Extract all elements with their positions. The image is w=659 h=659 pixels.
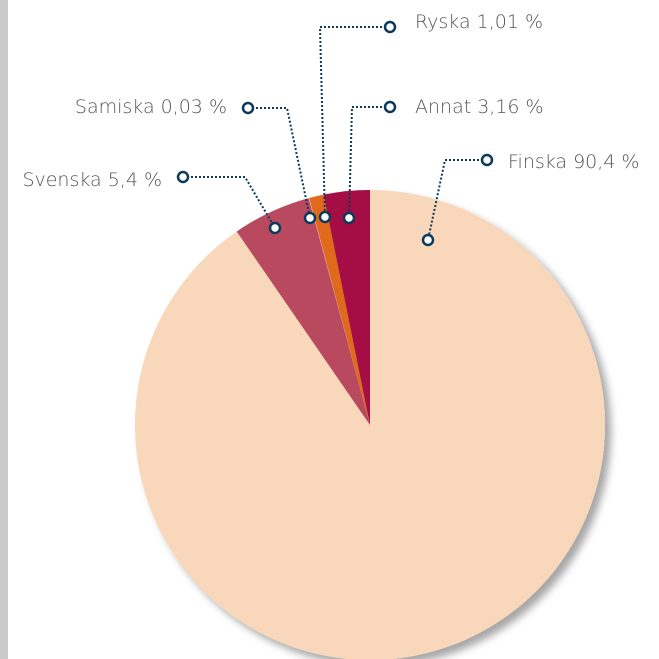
- slice-value: 0,03 %: [161, 96, 227, 118]
- side-border: [0, 0, 8, 659]
- slice-value: 90,4 %: [573, 151, 639, 173]
- marker: [480, 153, 494, 167]
- marker: [303, 211, 317, 225]
- marker: [421, 233, 435, 247]
- pie-slice: [236, 198, 370, 425]
- slice-label: Samiska 0,03 %: [75, 96, 227, 118]
- slice-name: Ryska: [415, 11, 471, 33]
- slice-value: 5,4 %: [108, 169, 162, 191]
- marker: [176, 170, 190, 184]
- slice-name: Samiska: [75, 96, 155, 118]
- pie-slice: [323, 190, 370, 425]
- marker: [318, 210, 332, 224]
- slice-label: Svenska 5,4 %: [22, 169, 162, 191]
- leader-line: [318, 26, 390, 218]
- marker: [342, 211, 356, 225]
- pie-slice: [135, 190, 605, 659]
- marker: [241, 101, 255, 115]
- slice-name: Finska: [508, 151, 567, 173]
- slice-label: Ryska 1,01 %: [415, 11, 543, 33]
- slice-label: Annat 3,16 %: [415, 96, 544, 118]
- leaders: [176, 20, 494, 247]
- leader-line: [427, 159, 487, 241]
- slice-label: Finska 90,4 %: [508, 151, 639, 173]
- leader-line: [348, 106, 390, 219]
- slice-value: 1,01 %: [477, 11, 543, 33]
- marker: [383, 100, 397, 114]
- marker: [383, 20, 397, 34]
- slice-value: 3,16 %: [477, 96, 543, 118]
- pie-slice: [308, 198, 370, 425]
- slice-name: Annat: [415, 96, 471, 118]
- pie-slice: [309, 194, 370, 425]
- marker: [268, 221, 282, 235]
- pie: [135, 190, 605, 659]
- labels: Finska 90,4 % Svenska 5,4 % Samiska 0,03 % Rys…: [22, 11, 639, 191]
- leader-line: [248, 107, 311, 219]
- leader-line: [183, 176, 276, 229]
- slice-name: Svenska: [22, 169, 101, 191]
